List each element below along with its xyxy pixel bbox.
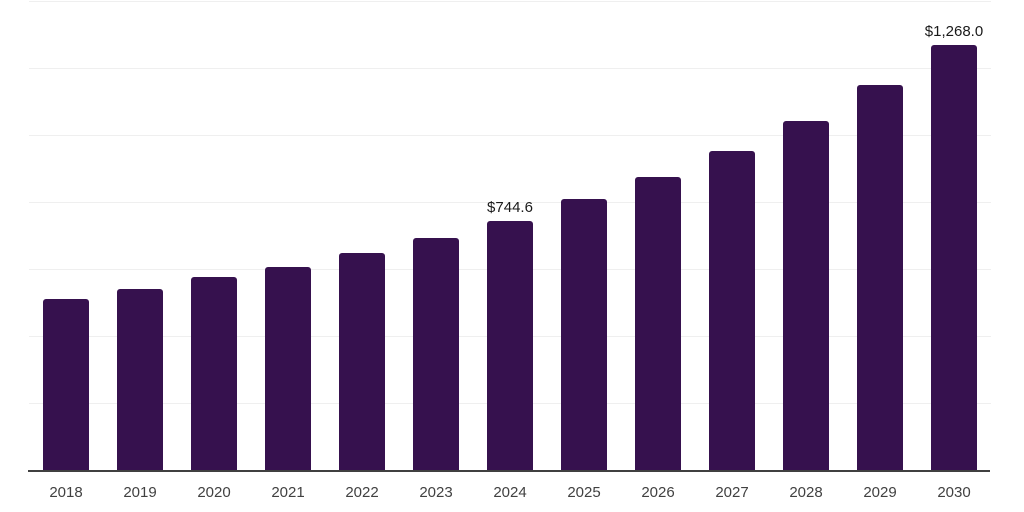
x-axis-label: 2029	[863, 484, 897, 501]
x-axis-label: 2030	[937, 484, 971, 501]
x-axis-label: 2028	[789, 484, 823, 501]
x-axis-line	[28, 470, 990, 472]
x-axis-label: 2027	[715, 484, 749, 501]
bar	[857, 85, 903, 470]
bar	[487, 220, 533, 470]
bar	[265, 266, 311, 470]
gridline	[29, 1, 991, 2]
x-axis-label: 2026	[641, 484, 675, 501]
bar	[561, 199, 607, 470]
bar-value-label: $1,268.0	[924, 23, 984, 41]
x-axis-label: 2020	[197, 484, 231, 501]
x-axis-label: 2021	[271, 484, 305, 501]
x-axis-label: 2019	[123, 484, 157, 501]
gridline	[29, 202, 991, 203]
bar	[43, 299, 89, 470]
bar	[413, 238, 459, 470]
bar	[339, 253, 385, 470]
bar	[931, 45, 977, 470]
bar	[783, 120, 829, 470]
bar	[191, 276, 237, 470]
chart-plot-area: $744.6 $1,268.0	[28, 1, 991, 472]
gridline	[29, 135, 991, 136]
bar	[709, 150, 755, 470]
bar	[635, 177, 681, 470]
x-axis-label: 2018	[49, 484, 83, 501]
x-axis: 2018 2019 2020 2021 2022 2023 2024 2025 2026 2027…	[29, 484, 991, 504]
gridline	[29, 68, 991, 69]
x-axis-label: 2022	[345, 484, 379, 501]
x-axis-label: 2025	[567, 484, 601, 501]
bar	[117, 289, 163, 470]
x-axis-label: 2024	[493, 484, 527, 501]
x-axis-label: 2023	[419, 484, 453, 501]
bar-value-label: $744.6	[487, 198, 533, 216]
